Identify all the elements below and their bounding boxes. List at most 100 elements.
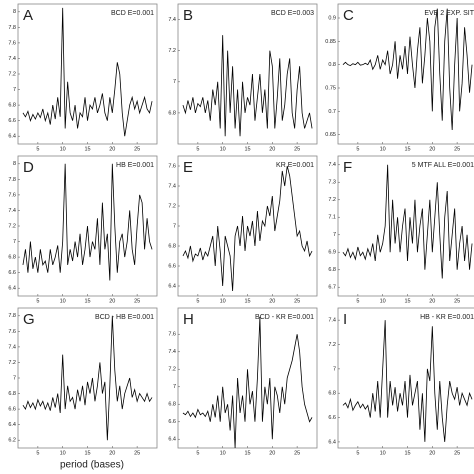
data-line [342,8,473,131]
x-tick-label: 5 [36,146,39,152]
y-tick-label: 6.9 [328,250,336,256]
y-tick-label: 7.2 [8,223,16,229]
y-tick-label: 0.65 [325,132,336,138]
x-tick-label: 15 [404,146,410,152]
y-tick-label: 7.4 [8,56,16,62]
x-tick-label: 20 [429,298,435,304]
data-line [182,165,313,292]
panel-frame [177,307,318,449]
y-tick-label: 7 [333,366,336,372]
panel-letter: I [343,311,347,328]
panel-frame [17,307,158,449]
x-tick-label: 15 [244,146,250,152]
y-tick-label: 7 [173,223,176,229]
x-tick-label: 15 [244,450,250,456]
x-tick-label: 20 [109,298,115,304]
y-tick-label: 7 [13,87,16,93]
x-tick-label: 15 [84,450,90,456]
y-tick-label: 7.2 [8,71,16,77]
panel-annotation: 5 MTF ALL E=0.001 [412,162,474,169]
y-tick-label: 6.6 [168,419,176,425]
x-tick-label: 20 [429,146,435,152]
panel-letter: E [183,159,193,176]
y-tick-label: 7.4 [328,318,336,324]
x-tick-label: 5 [196,146,199,152]
panel-annotation: EVE 2 EXP. SIT [424,10,474,17]
x-tick-label: 10 [220,450,226,456]
y-tick-label: 6.4 [168,283,176,289]
x-tick-label: 10 [60,450,66,456]
x-tick-label: 5 [356,298,359,304]
y-tick-label: 6.6 [8,118,16,124]
y-tick-label: 7.4 [168,17,176,23]
y-tick-label: 6.6 [8,270,16,276]
panel-annotation: BCD E=0.003 [271,10,314,17]
x-tick-label: 10 [60,146,66,152]
x-tick-label: 20 [269,298,275,304]
panel-letter: D [23,159,34,176]
panel-annotation: BCD - KR E=0.001 [255,314,314,321]
y-tick-label: 6.8 [168,402,176,408]
y-tick-label: 6.8 [328,267,336,273]
y-tick-label: 7.6 [168,163,176,169]
y-tick-label: 6.6 [168,263,176,269]
panel-letter: F [343,159,352,176]
panel-letter: B [183,7,193,24]
y-tick-label: 6.8 [8,103,16,109]
y-tick-label: 6.7 [328,285,336,291]
x-tick-label: 20 [269,450,275,456]
x-tick-label: 25 [454,298,460,304]
y-tick-label: 7 [13,375,16,381]
y-tick-label: 6.8 [328,391,336,397]
panel-letter: C [343,7,354,24]
x-tick-label: 25 [134,298,140,304]
y-tick-label: 6.4 [8,286,16,292]
data-line [182,316,313,449]
panel-frame [17,3,158,145]
y-tick-label: 7.6 [8,192,16,198]
data-line [22,315,153,441]
x-tick-label: 25 [134,450,140,456]
y-tick-label: 6.6 [328,415,336,421]
y-tick-label: 7.4 [168,349,176,355]
panel-letter: G [23,311,35,328]
y-tick-label: 7.4 [8,208,16,214]
x-tick-label: 15 [244,298,250,304]
panel-annotation: HB E=0.001 [116,162,154,169]
x-tick-label: 25 [294,146,300,152]
data-line [22,7,153,137]
y-tick-label: 7 [13,239,16,245]
y-tick-label: 0.8 [328,62,336,68]
data-line [182,35,313,137]
y-tick-label: 7.6 [168,332,176,338]
y-tick-label: 7.2 [168,48,176,54]
y-tick-label: 6.4 [8,134,16,140]
y-tick-label: 6.8 [8,391,16,397]
x-tick-label: 20 [109,450,115,456]
x-tick-label: 20 [429,450,435,456]
x-tick-label: 25 [454,146,460,152]
y-tick-label: 7.2 [168,203,176,209]
x-tick-label: 15 [404,298,410,304]
y-tick-label: 7 [173,384,176,390]
y-tick-label: 7.2 [168,367,176,373]
panel-annotation: BCD E=0.001 [111,10,154,17]
y-tick-label: 6.4 [8,422,16,428]
data-line [342,164,473,279]
y-tick-label: 0.9 [328,15,336,21]
y-tick-label: 7.8 [8,25,16,31]
x-tick-label: 5 [36,298,39,304]
data-line [342,320,473,442]
panel-letter: H [183,311,194,328]
y-tick-label: 7.2 [328,197,336,203]
x-tick-label: 5 [196,298,199,304]
x-tick-label: 5 [356,146,359,152]
x-tick-label: 10 [60,298,66,304]
panel-annotation: BCD - HB E=0.001 [95,314,154,321]
panel-frame [337,307,474,449]
x-tick-label: 10 [380,450,386,456]
x-tick-label: 15 [84,146,90,152]
x-tick-label: 10 [380,298,386,304]
panel-frame [177,3,318,145]
